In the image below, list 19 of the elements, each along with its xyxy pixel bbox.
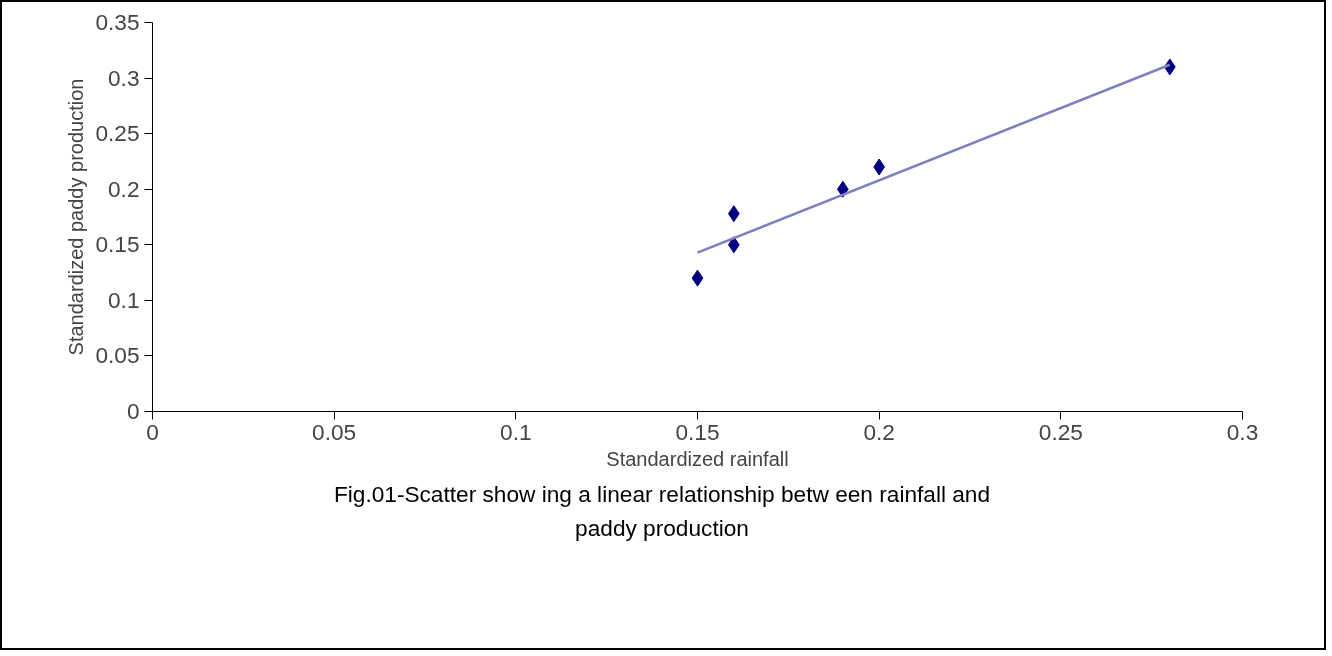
y-tick-label: 0.2 — [108, 175, 140, 202]
y-tick-label: 0.35 — [95, 9, 140, 35]
x-tick-label: 0.05 — [312, 418, 357, 445]
x-tick-label: 0.15 — [675, 418, 720, 445]
x-axis-title: Standardized rainfall — [606, 447, 789, 470]
caption: Fig.01-Scatter show ing a linear relationship betw een rainfall and paddy production — [332, 480, 992, 543]
x-tick-label: 0.25 — [1038, 418, 1083, 445]
y-tick-label: 0.25 — [95, 120, 140, 147]
y-tick-label: 0.1 — [108, 286, 140, 313]
y-tick-label: 0.15 — [95, 231, 140, 258]
x-tick-label: 0 — [146, 418, 159, 445]
x-tick-label: 0.1 — [500, 418, 532, 445]
y-tick-label: 0 — [126, 398, 140, 424]
x-tick-label: 0.2 — [863, 418, 895, 445]
x-tick-label: 0.3 — [1226, 418, 1259, 445]
y-tick-label: 0.05 — [95, 342, 140, 369]
y-axis-title: Standardized paddy production — [65, 78, 88, 356]
y-tick-label: 0.3 — [108, 64, 140, 91]
point — [691, 269, 704, 287]
